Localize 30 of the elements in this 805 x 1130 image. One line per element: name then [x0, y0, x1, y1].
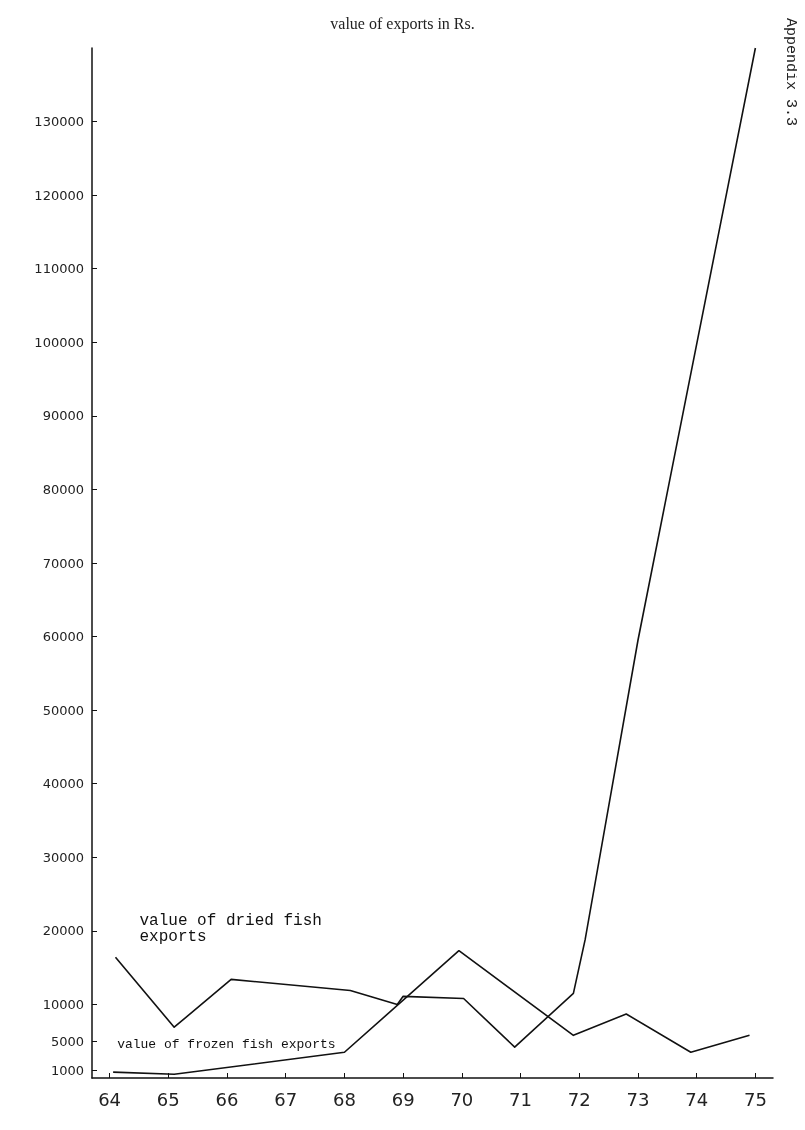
x-tick-label: 67: [274, 1088, 298, 1110]
y-tick-label: 120000: [34, 187, 84, 203]
x-tick-label: 70: [450, 1088, 474, 1110]
y-tick-label: 1000: [50, 1063, 84, 1079]
y-tick-label: 20000: [42, 923, 84, 939]
x-tick-label: 74: [685, 1088, 709, 1110]
x-tick-label: 64: [98, 1088, 122, 1110]
x-tick-label: 65: [156, 1088, 180, 1110]
x-tick-label: 69: [391, 1088, 415, 1110]
chart-title: value of exports in Rs.: [330, 14, 475, 33]
x-tick-label: 72: [567, 1088, 591, 1110]
y-tick-label: 80000: [42, 481, 84, 497]
y-tick-label: 10000: [42, 996, 84, 1012]
x-tick-label: 75: [743, 1088, 767, 1110]
series-label: value of dried fish exports: [139, 912, 322, 947]
y-tick-label: 50000: [42, 702, 84, 718]
y-tick-label: 5000: [50, 1033, 84, 1049]
x-tick-label: 68: [332, 1088, 356, 1110]
y-tick-label: 110000: [34, 261, 84, 277]
y-tick-label: 70000: [42, 555, 84, 571]
x-tick-label: 71: [509, 1088, 533, 1110]
x-tick-label: 66: [215, 1088, 239, 1110]
y-tick-label: 100000: [34, 334, 84, 350]
y-tick-label: 40000: [42, 776, 84, 792]
series-label: value of frozen fish exports: [117, 1037, 336, 1053]
y-tick-label: 30000: [42, 849, 84, 865]
y-tick-label: 90000: [42, 408, 84, 424]
x-tick-label: 73: [626, 1088, 650, 1110]
y-tick-label: 60000: [42, 629, 84, 645]
y-tick-label: 130000: [34, 114, 84, 130]
